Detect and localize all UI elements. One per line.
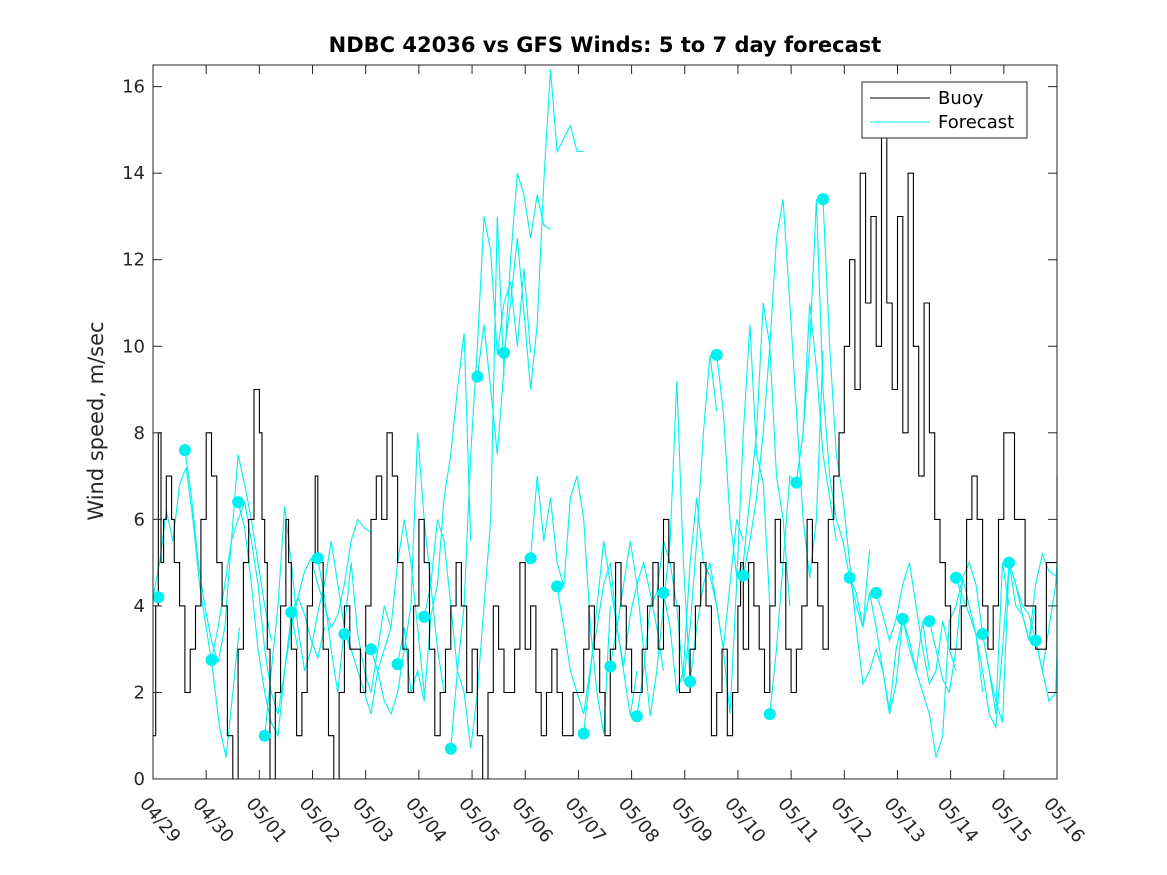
forecast-marker [657,586,670,599]
forecast-marker [365,643,377,656]
forecast-run-4 [264,506,352,736]
y-tick-label: 0 [134,769,145,790]
forecast-marker [152,591,165,604]
buoy-line [153,129,1058,780]
forecast-run-22 [742,199,824,578]
forecast-marker [790,476,803,489]
forecast-marker [232,496,245,509]
forecast-marker [710,348,723,361]
forecast-marker [684,675,697,688]
forecast-run-21 [716,302,791,606]
forecast-marker [498,346,510,359]
forecast-marker [1003,556,1016,569]
forecast-run-13 [503,69,584,390]
y-tick-label: 16 [122,77,145,98]
forecast-marker [763,708,776,721]
y-tick-label: 14 [122,163,145,184]
forecast-marker [205,654,218,666]
forecast-run-7 [343,519,425,715]
y-tick-label: 12 [122,250,145,271]
forecast-run-12 [476,173,551,455]
forecast-marker [604,660,617,673]
forecast-marker [311,552,324,565]
forecast-run-0 [152,467,240,758]
forecast-run-3 [237,501,326,738]
legend-entry-forecast: Forecast [938,112,1014,133]
forecast-marker [843,571,856,584]
forecast-marker [258,729,271,742]
forecast-run-1 [184,450,272,663]
y-axis-label: Wind speed, m/sec [84,321,108,520]
forecast-marker [418,610,431,623]
forecast-run-10 [423,216,505,749]
legend: Buoy Forecast [861,81,1028,139]
forecast-marker [870,586,883,599]
y-tick-label: 6 [134,509,145,530]
forecast-marker [1029,634,1042,647]
forecast-marker [338,628,351,640]
forecast-marker [817,193,829,206]
forecast-marker [178,444,191,457]
plot-frame [152,64,1058,780]
forecast-run-6 [317,558,392,693]
plot-markers [152,193,1042,755]
forecast-marker [577,727,590,740]
forecast-marker [976,628,989,640]
y-tick-label: 4 [134,596,145,617]
forecast-marker [896,612,909,625]
forecast-run-5 [290,518,372,629]
forecast-run-17 [609,380,691,717]
forecast-run-27 [875,562,957,686]
forecast-run-16 [583,540,665,734]
plot-lines [152,69,1058,780]
forecast-marker [524,552,537,565]
forecast-run-31 [982,552,1056,723]
forecast-marker [923,615,936,628]
y-tick-label: 10 [122,336,145,357]
chart-title: NDBC 42036 vs GFS Winds: 5 to 7 day fore… [329,33,882,57]
forecast-marker [444,742,457,755]
forecast-run-8 [370,432,445,716]
forecast-run-29 [928,561,1010,715]
forecast-marker [285,606,298,619]
y-tick-label: 8 [134,423,145,444]
forecast-marker [737,569,750,582]
forecast-run-20 [689,324,771,715]
forecast-marker [391,658,404,671]
forecast-marker [630,710,643,723]
legend-box [861,81,1028,139]
legend-entry-buoy: Buoy [938,88,984,109]
forecast-run-9 [397,333,472,702]
forecast-marker [471,370,484,383]
forecast-marker [950,571,962,584]
forecast-run-15 [556,562,638,717]
forecast-run-24 [795,199,871,628]
forecast-run-28 [902,577,984,758]
forecast-run-25 [822,199,904,715]
forecast-run-14 [530,475,611,734]
y-tick-label: 2 [134,682,145,703]
forecast-marker [551,580,564,593]
